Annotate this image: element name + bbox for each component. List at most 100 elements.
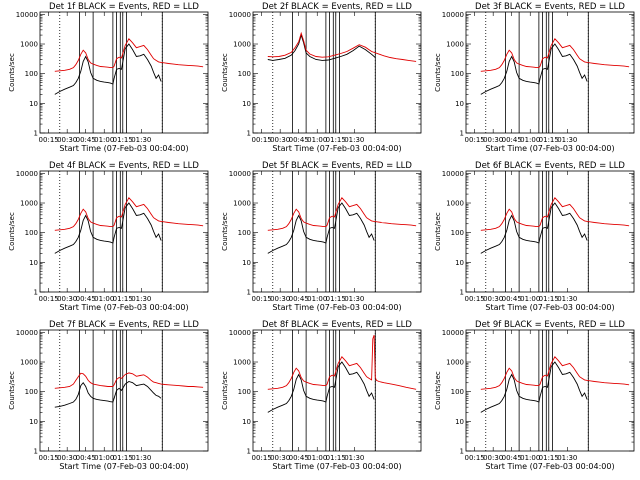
x-tick-label: 00:30	[57, 136, 77, 144]
x-tick-label: 01:30	[557, 295, 577, 303]
series-lld-line	[54, 197, 204, 231]
x-tick-label: 01:00	[307, 454, 327, 462]
y-tick-label: 1000	[446, 200, 464, 208]
y-tick-label: 1000	[233, 359, 251, 367]
series-events-line	[267, 33, 376, 61]
x-tick-label: 00:45	[76, 295, 96, 303]
y-axis-label: Counts/sec	[8, 53, 16, 92]
x-tick-label: 01:30	[557, 454, 577, 462]
x-tick-label: 00:15	[252, 295, 272, 303]
series-lld-line	[267, 197, 417, 231]
series-events-line	[267, 202, 375, 254]
y-tick-label: 100	[451, 388, 464, 396]
x-tick-label: 01:00	[520, 136, 540, 144]
x-tick-label: 00:15	[39, 454, 59, 462]
y-axis-label: Counts/sec	[434, 212, 442, 251]
x-tick-label: 01:15	[539, 295, 559, 303]
x-axis-label: Start Time (07-Feb-03 00:04:00)	[59, 144, 188, 153]
axes-frame	[39, 11, 209, 134]
y-tick-label: 10000	[229, 11, 251, 19]
x-tick-label: 01:30	[344, 295, 364, 303]
y-tick-label: 100	[238, 70, 251, 78]
y-tick-label: 10000	[229, 329, 251, 337]
x-tick-label: 00:45	[502, 454, 522, 462]
panel-det-5: Det 5f BLACK = Events, RED = LLD 1 10 100 10…	[221, 161, 422, 312]
axes-frame	[252, 329, 422, 452]
x-tick-label: 01:15	[539, 136, 559, 144]
y-axis-label: Counts/sec	[221, 371, 229, 410]
series-lld-line	[480, 197, 630, 231]
axes-frame	[465, 170, 635, 293]
x-tick-label: 00:30	[270, 295, 290, 303]
panel-title: Det 5f BLACK = Events, RED = LLD	[262, 161, 412, 171]
y-tick-label: 1000	[20, 41, 38, 49]
x-tick-label: 01:15	[326, 295, 346, 303]
x-axis-label: Start Time (07-Feb-03 00:04:00)	[59, 462, 188, 471]
x-tick-label: 00:30	[270, 136, 290, 144]
x-axis-label: Start Time (07-Feb-03 00:04:00)	[272, 462, 401, 471]
y-tick-label: 10000	[16, 329, 38, 337]
x-tick-label: 01:30	[131, 454, 151, 462]
y-axis-label: Counts/sec	[221, 53, 229, 92]
series-events-line	[54, 381, 162, 408]
y-tick-label: 100	[238, 388, 251, 396]
x-tick-label: 00:30	[483, 454, 503, 462]
y-tick-label: 100	[25, 229, 38, 237]
series-lld-line	[54, 38, 204, 72]
y-tick-label: 10	[242, 418, 251, 426]
y-tick-label: 1000	[446, 359, 464, 367]
y-tick-label: 100	[25, 70, 38, 78]
x-tick-label: 01:30	[557, 136, 577, 144]
panel-title: Det 2f BLACK = Events, RED = LLD	[262, 2, 412, 12]
y-tick-label: 10	[455, 100, 464, 108]
x-tick-label: 00:15	[252, 454, 272, 462]
y-tick-label: 10	[242, 259, 251, 267]
panel-det-7: Det 7f BLACK = Events, RED = LLD 1 10 100 10…	[8, 320, 209, 471]
series-lld-line	[480, 356, 630, 390]
y-axis-label: Counts/sec	[8, 371, 16, 410]
x-tick-label: 00:45	[289, 136, 309, 144]
y-tick-label: 100	[451, 70, 464, 78]
y-axis-label: Counts/sec	[8, 212, 16, 251]
panel-det-3: Det 3f BLACK = Events, RED = LLD 1 10 100 10…	[434, 2, 635, 153]
y-tick-label: 1	[247, 289, 251, 297]
x-tick-label: 01:15	[113, 136, 133, 144]
series-events-line	[480, 202, 588, 254]
x-tick-label: 00:15	[465, 136, 485, 144]
x-tick-label: 00:15	[39, 136, 59, 144]
x-axis-label: Start Time (07-Feb-03 00:04:00)	[485, 462, 614, 471]
y-tick-label: 1	[247, 448, 251, 456]
axes-frame	[465, 329, 635, 452]
series-lld-line	[267, 335, 417, 390]
x-axis-label: Start Time (07-Feb-03 00:04:00)	[272, 144, 401, 153]
y-tick-label: 10000	[442, 11, 464, 19]
y-tick-label: 10	[455, 259, 464, 267]
series-lld-line	[480, 38, 630, 72]
y-tick-label: 100	[238, 229, 251, 237]
panel-title: Det 6f BLACK = Events, RED = LLD	[475, 161, 625, 171]
x-tick-label: 00:15	[465, 454, 485, 462]
panel-det-8: Det 8f BLACK = Events, RED = LLD 1 10 100 10…	[221, 320, 422, 471]
y-tick-label: 10000	[16, 11, 38, 19]
x-tick-label: 01:00	[307, 295, 327, 303]
y-tick-label: 1	[460, 289, 464, 297]
y-tick-label: 1000	[233, 200, 251, 208]
x-tick-label: 00:30	[483, 136, 503, 144]
panel-det-9: Det 9f BLACK = Events, RED = LLD 1 10 100 10…	[434, 320, 635, 471]
panel-title: Det 7f BLACK = Events, RED = LLD	[49, 320, 199, 330]
y-tick-label: 1000	[20, 359, 38, 367]
x-tick-label: 01:15	[326, 136, 346, 144]
x-tick-label: 01:30	[344, 454, 364, 462]
panel-det-6: Det 6f BLACK = Events, RED = LLD 1 10 100 10…	[434, 161, 635, 312]
x-tick-label: 01:00	[307, 136, 327, 144]
y-tick-label: 1	[34, 448, 38, 456]
axes-frame	[252, 11, 422, 134]
y-tick-label: 10	[29, 418, 38, 426]
y-tick-label: 100	[451, 229, 464, 237]
y-axis-label: Counts/sec	[221, 212, 229, 251]
x-tick-label: 01:00	[520, 295, 540, 303]
axes-frame	[39, 329, 209, 452]
series-events-line	[480, 361, 588, 413]
series-lld-line	[54, 372, 204, 389]
x-tick-label: 00:15	[252, 136, 272, 144]
